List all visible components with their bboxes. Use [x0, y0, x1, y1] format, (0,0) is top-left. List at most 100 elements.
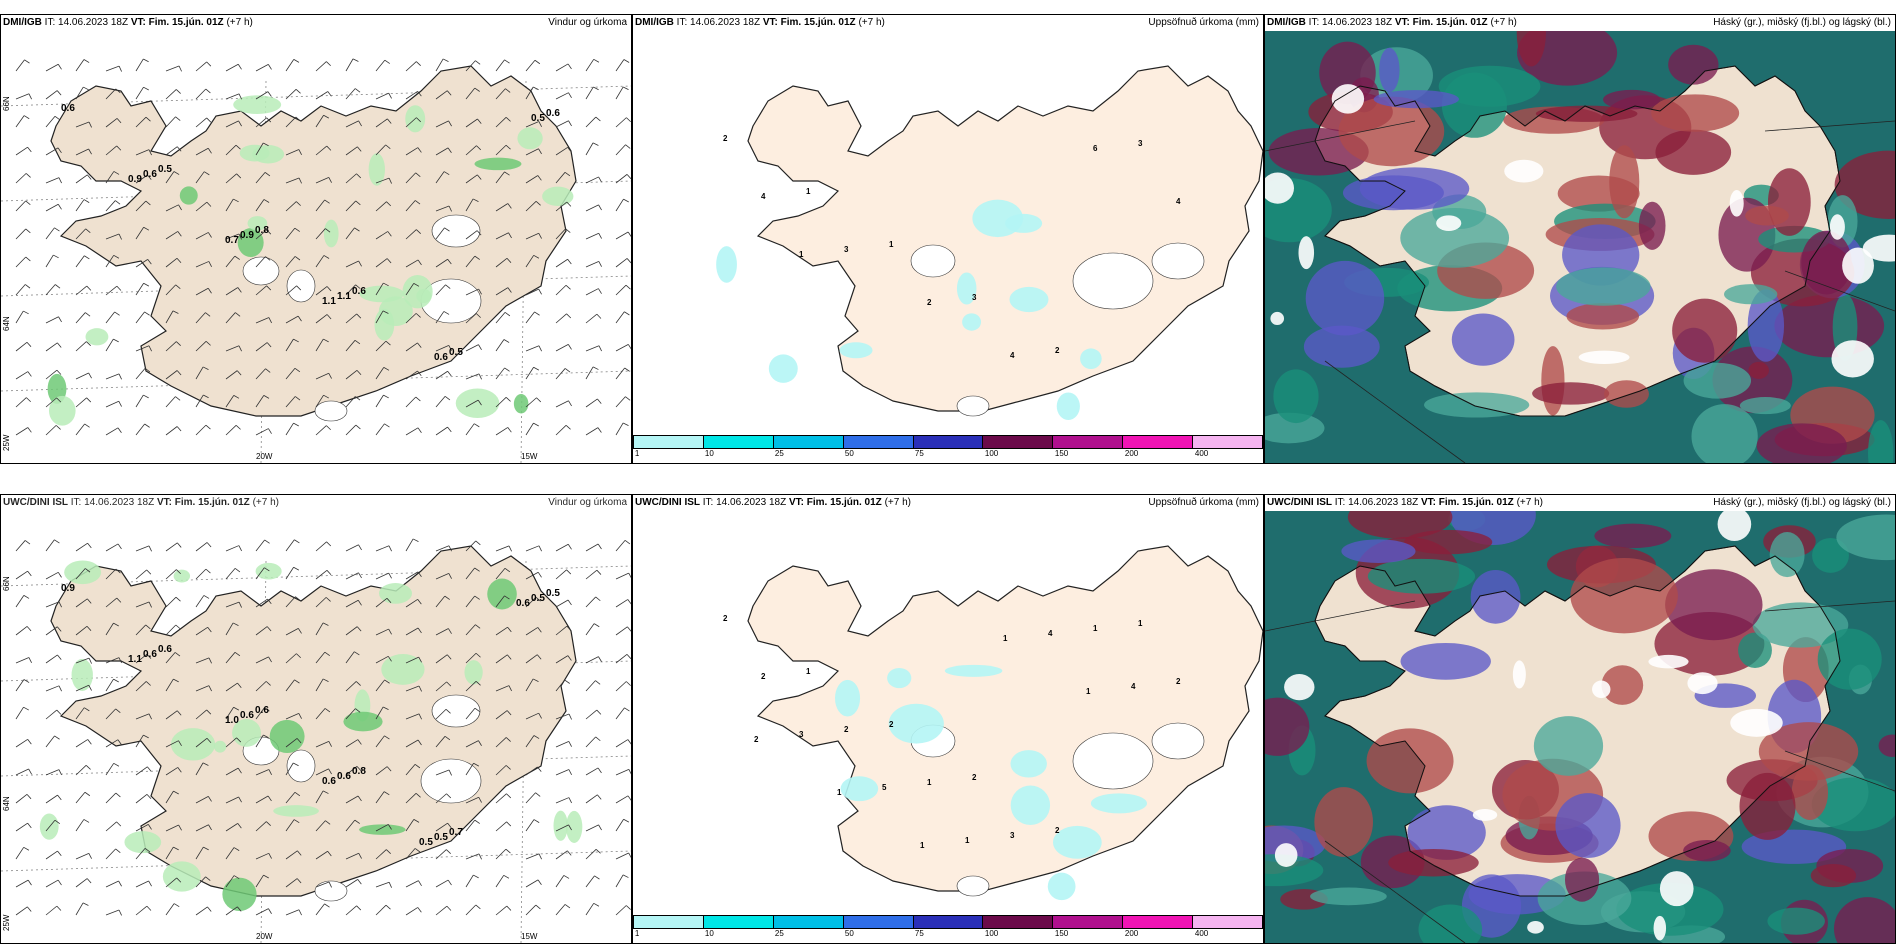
wind-barb: [195, 626, 208, 636]
wind-barb-flag: [508, 685, 512, 692]
wind-barb-flag: [117, 739, 122, 745]
wind-barb-flag: [118, 657, 122, 664]
wind-barb: [15, 879, 29, 888]
wind-barb: [375, 545, 390, 552]
wind-barb: [315, 708, 326, 720]
wind-barb-flag: [235, 312, 241, 317]
lon-label: 20W: [256, 932, 273, 941]
wind-barb-flag: [236, 737, 242, 743]
wind-barb-flag: [358, 572, 362, 579]
wind-barb: [525, 422, 534, 436]
wind-barb-flag: [387, 231, 392, 237]
wind-barb: [315, 569, 328, 580]
glacier-area: [242, 256, 280, 286]
cloud-layer-area: [1801, 230, 1852, 295]
wind-barb: [255, 626, 268, 636]
wind-barb-flag: [443, 171, 450, 176]
clear-sky-area: [1298, 236, 1315, 270]
wind-barb: [345, 572, 359, 580]
wind-barb-flag: [237, 64, 242, 70]
wind-barb: [15, 200, 26, 212]
wind-barb: [255, 142, 264, 156]
wind-barb-flag: [27, 822, 32, 829]
wind-barb: [585, 313, 598, 324]
colorbar-swatch: [703, 436, 774, 448]
wind-barb: [15, 115, 25, 128]
wind-barb: [225, 682, 238, 692]
wind-barb: [465, 904, 477, 916]
wind-barb-flag: [293, 338, 299, 343]
wind-barb-flag: [116, 597, 122, 603]
colorbar-tick-label: 1: [634, 929, 640, 938]
wind-barb: [405, 200, 416, 212]
precip-value-label: 0.5: [546, 588, 560, 599]
accum-value-label: 1: [927, 778, 932, 787]
wind-barb-flag: [414, 848, 421, 853]
wind-barb-flag: [176, 877, 182, 883]
cloud-layer-area: [1748, 361, 1769, 379]
wind-barb: [255, 285, 267, 296]
wind-barb-flag: [118, 909, 122, 916]
wind-barb: [285, 422, 294, 436]
clear-sky-area: [1659, 871, 1694, 907]
wind-barb-flag: [598, 345, 602, 352]
wind-barb: [225, 173, 237, 184]
accum-precip-area: [944, 664, 1003, 677]
wind-barb-flag: [23, 706, 29, 711]
wind-barb-flag: [446, 905, 452, 911]
wind-barb: [165, 65, 180, 72]
wind-barb: [105, 763, 115, 776]
wind-barb-flag: [446, 654, 452, 660]
wind-barb: [405, 313, 417, 324]
wind-barb: [615, 707, 625, 720]
cloud-layer-area: [1812, 537, 1849, 573]
wind-barb: [345, 88, 356, 100]
wind-barb: [75, 423, 85, 436]
wind-barb: [165, 310, 174, 324]
wind-barb: [375, 310, 384, 324]
colorbar-swatch: [843, 436, 914, 448]
wind-barb: [165, 740, 179, 748]
wind-barb-flag: [355, 708, 361, 713]
wind-barb-flag: [567, 544, 572, 550]
wind-barb: [165, 146, 178, 156]
cloud-layer-area: [1341, 539, 1416, 564]
wind-barb-flag: [233, 198, 239, 203]
wind-barb: [465, 595, 476, 608]
wind-barb: [345, 819, 356, 832]
wind-barb-flag: [298, 177, 302, 184]
cloud-layer-area: [1338, 96, 1445, 167]
wind-barb-flag: [448, 120, 452, 127]
wind-barb: [585, 398, 598, 408]
wind-barb-flag: [504, 367, 510, 372]
wind-barb-flag: [84, 255, 90, 260]
wind-barb-flag: [537, 572, 542, 578]
wind-barb: [525, 86, 534, 100]
wind-barb: [195, 595, 205, 608]
wind-barb: [435, 708, 447, 720]
wind-barb-flag: [87, 739, 92, 745]
wind-barb-flag: [504, 567, 511, 573]
wind-barb: [285, 177, 300, 184]
wind-barb-flag: [384, 679, 390, 684]
wind-barb: [345, 739, 359, 748]
wind-barb: [615, 540, 626, 552]
cloud-layer-area: [1441, 72, 1508, 138]
wind-barb-flag: [448, 345, 452, 351]
wind-barb: [15, 739, 28, 748]
wind-barb-flag: [566, 569, 572, 575]
wind-barb-flag: [147, 824, 152, 830]
wind-barb-flag: [26, 626, 32, 632]
wind-barb-flag: [267, 91, 272, 97]
wind-barb: [225, 198, 234, 212]
wind-barb-flag: [418, 656, 422, 663]
wind-barb-flag: [354, 339, 361, 345]
wind-barb: [105, 678, 114, 692]
colorbar-tick-label: 400: [1194, 449, 1209, 458]
wind-barb: [315, 372, 329, 380]
iceland-landmass: [747, 545, 1263, 892]
wind-barb-flag: [83, 59, 90, 63]
wind-barb-flag: [628, 572, 631, 579]
wind-barb: [195, 232, 209, 240]
wind-barb: [555, 569, 567, 580]
